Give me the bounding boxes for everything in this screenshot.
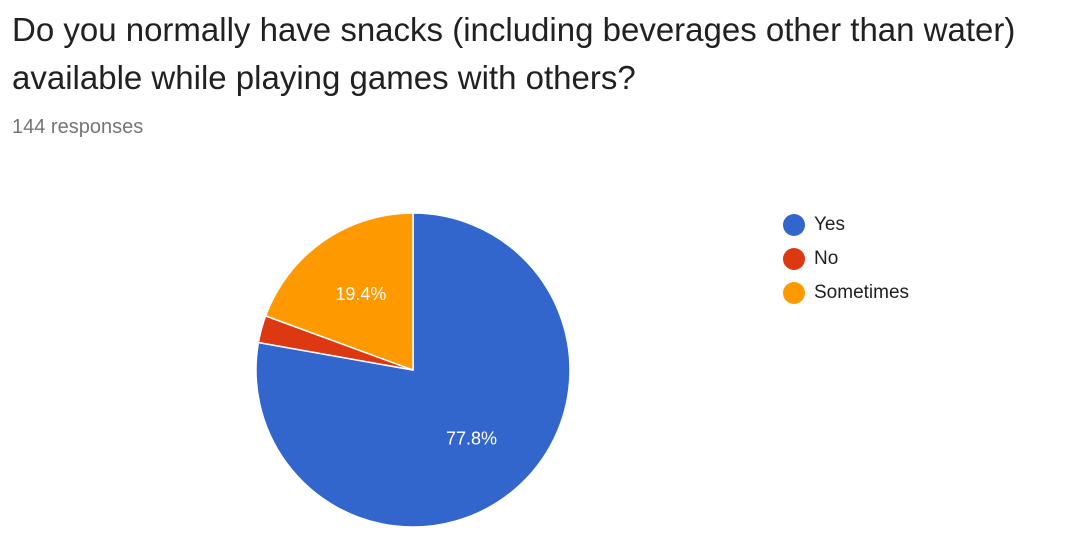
legend-item-yes[interactable]: Yes [783,208,909,242]
data-label-sometimes: 19.4% [335,284,386,304]
pie-slice-sometimes[interactable] [264,212,414,371]
chart-legend: Yes No Sometimes [783,208,909,310]
question-title: Do you normally have snacks (including b… [12,11,1016,96]
response-count: 144 responses [12,116,144,138]
legend-swatch-sometimes [783,282,805,304]
legend-item-sometimes[interactable]: Sometimes [783,276,909,310]
pie-slices [255,212,571,528]
pie-data-labels: 77.8% 19.4% [335,284,497,448]
legend-swatch-yes [783,214,805,236]
data-label-yes: 77.8% [446,429,497,449]
legend-item-no[interactable]: No [783,242,909,276]
legend-swatch-no [783,248,805,270]
legend-label-yes: Yes [814,214,845,235]
legend-label-no: No [814,248,839,269]
legend-label-sometimes: Sometimes [814,282,910,303]
